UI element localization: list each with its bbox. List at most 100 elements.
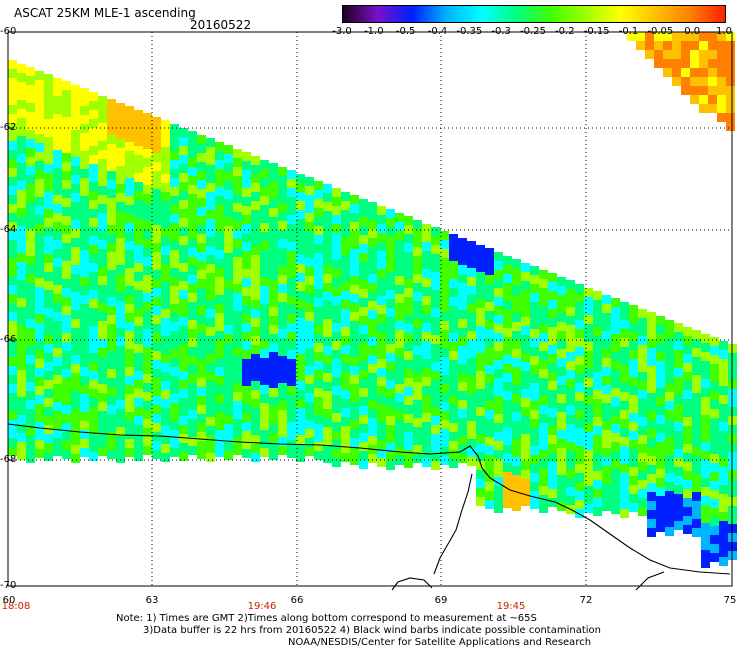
- wind-cell: [404, 252, 413, 261]
- wind-cell: [323, 229, 332, 238]
- wind-cell: [386, 281, 395, 290]
- wind-cell: [404, 414, 413, 423]
- wind-cell: [701, 406, 710, 415]
- wind-cell: [188, 275, 197, 284]
- wind-cell: [512, 277, 521, 286]
- wind-cell: [8, 366, 17, 375]
- wind-cell: [485, 392, 494, 401]
- wind-cell: [332, 305, 341, 314]
- wind-cell: [350, 339, 359, 348]
- wind-cell: [584, 351, 593, 360]
- wind-cell: [710, 481, 719, 490]
- wind-cell: [26, 175, 35, 184]
- wind-cell: [404, 360, 413, 369]
- wind-cell: [674, 467, 683, 476]
- wind-cell: [152, 261, 161, 270]
- wind-cell: [116, 382, 125, 391]
- wind-cell: [143, 347, 152, 356]
- wind-cell: [656, 487, 665, 496]
- wind-cell: [71, 220, 80, 229]
- wind-cell: [359, 343, 368, 352]
- wind-cell: [620, 338, 629, 347]
- wind-cell: [566, 280, 575, 289]
- wind-cell: [53, 303, 62, 312]
- wind-cell: [467, 286, 476, 295]
- wind-cell: [242, 260, 251, 269]
- wind-cell: [260, 205, 269, 214]
- wind-cell: [26, 364, 35, 373]
- wind-cell: [53, 87, 62, 96]
- wind-cell: [593, 471, 602, 480]
- wind-cell: [179, 425, 188, 434]
- wind-cell: [663, 50, 672, 59]
- wind-cell: [233, 383, 242, 392]
- wind-cell: [125, 340, 134, 349]
- wind-cell: [179, 443, 188, 452]
- wind-cell: [278, 176, 287, 185]
- wind-cell: [350, 249, 359, 258]
- wind-cell: [188, 338, 197, 347]
- wind-cell: [413, 301, 422, 310]
- wind-cell: [548, 498, 557, 507]
- wind-cell: [62, 216, 71, 225]
- wind-cell: [602, 412, 611, 421]
- wind-cell: [98, 312, 107, 321]
- wind-cell: [620, 365, 629, 374]
- wind-cell: [26, 427, 35, 436]
- wind-cell: [422, 404, 431, 413]
- wind-cell: [422, 296, 431, 305]
- wind-cell: [278, 194, 287, 203]
- wind-cell: [719, 458, 728, 467]
- wind-cell: [548, 444, 557, 453]
- wind-cell: [125, 421, 134, 430]
- wind-cell: [305, 393, 314, 402]
- wind-cell: [197, 333, 206, 342]
- wind-cell: [377, 296, 386, 305]
- wind-cell: [647, 429, 656, 438]
- wind-cell: [8, 159, 17, 168]
- wind-cell: [17, 379, 26, 388]
- wind-cell: [314, 307, 323, 316]
- wind-cell: [341, 390, 350, 399]
- wind-cell: [134, 407, 143, 416]
- wind-cell: [53, 168, 62, 177]
- wind-cell: [530, 356, 539, 365]
- wind-cell: [107, 252, 116, 261]
- wind-cell: [125, 133, 134, 142]
- wind-cell: [170, 259, 179, 268]
- wind-cell: [458, 310, 467, 319]
- wind-cell: [314, 217, 323, 226]
- wind-cell: [152, 252, 161, 261]
- wind-cell: [107, 135, 116, 144]
- wind-cell: [548, 390, 557, 399]
- wind-cell: [449, 342, 458, 351]
- wind-cell: [62, 342, 71, 351]
- wind-cell: [548, 372, 557, 381]
- wind-cell: [314, 271, 323, 280]
- wind-cell: [107, 288, 116, 297]
- wind-cell: [278, 239, 287, 248]
- wind-cell: [98, 159, 107, 168]
- wind-cell: [458, 418, 467, 427]
- wind-cell: [161, 219, 170, 228]
- wind-cell: [296, 417, 305, 426]
- wind-cell: [341, 228, 350, 237]
- wind-cell: [681, 41, 690, 50]
- wind-cell: [206, 300, 215, 309]
- wind-cell: [593, 507, 602, 516]
- wind-cell: [197, 261, 206, 270]
- wind-cell: [611, 397, 620, 406]
- wind-cell: [107, 126, 116, 135]
- wind-cell: [602, 331, 611, 340]
- wind-cell: [485, 293, 494, 302]
- wind-cell: [143, 401, 152, 410]
- note-line-1: Note: 1) Times are GMT 2)Times along bot…: [116, 613, 537, 624]
- wind-cell: [647, 447, 656, 456]
- wind-cell: [215, 394, 224, 403]
- wind-cell: [647, 438, 656, 447]
- wind-cell: [98, 96, 107, 105]
- wind-cell: [53, 330, 62, 339]
- wind-cell: [701, 550, 710, 559]
- wind-cell: [89, 263, 98, 272]
- wind-cell: [404, 234, 413, 243]
